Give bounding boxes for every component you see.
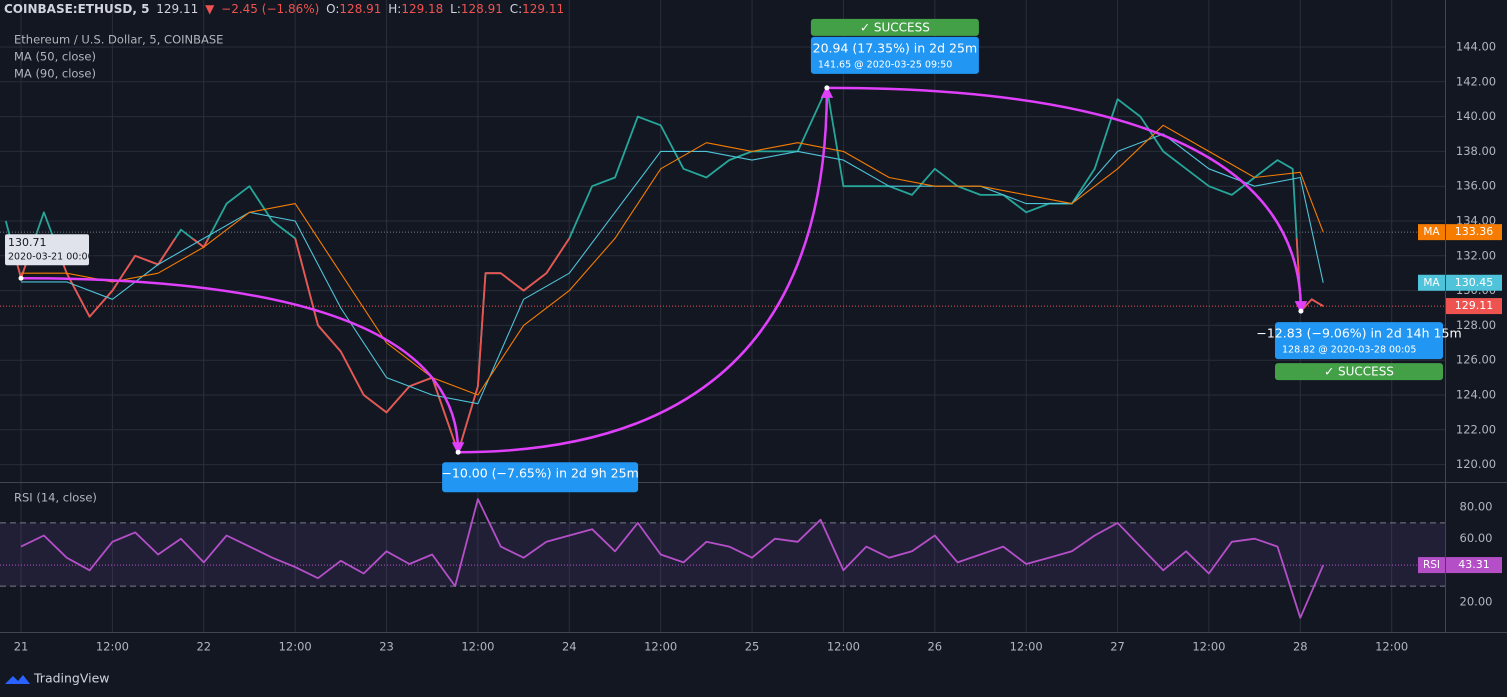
measure-point — [824, 85, 830, 91]
legend-ma50: MA (50, close) — [14, 50, 96, 64]
y-tick-label: 138.00 — [1456, 144, 1496, 158]
y-tick-label: 140.00 — [1456, 109, 1496, 123]
series-line — [21, 133, 1324, 405]
y-tick-label: 122.00 — [1456, 422, 1496, 436]
y-tick-label: 80.00 — [1460, 500, 1493, 514]
status-text: ✓ SUCCESS — [1324, 365, 1394, 379]
tradingview-logo: TradingView — [5, 671, 110, 686]
measure-detail: 128.82 @ 2020-03-28 00:05 — [1282, 345, 1416, 356]
measure-arrow — [21, 276, 465, 455]
high-label: H: — [388, 2, 401, 16]
x-tick-label: 24 — [562, 640, 577, 654]
axis-tag-name: MA — [1423, 277, 1440, 289]
start-label-bg — [5, 234, 90, 266]
measure-text: −12.83 (−9.06%) in 2d 14h 15m — [1256, 326, 1461, 341]
y-tick-label: 124.00 — [1456, 387, 1496, 401]
series-line — [20, 498, 1325, 619]
x-tick-label: 12:00 — [644, 640, 677, 654]
y-tick-label: 134.00 — [1456, 213, 1496, 227]
measure-arrow — [826, 86, 1308, 314]
y-tick-label: 144.00 — [1456, 39, 1496, 53]
measure-point — [18, 275, 24, 281]
axis-tag-bg — [1446, 274, 1502, 291]
y-tick-label: 20.00 — [1460, 594, 1493, 608]
y-tick-label: 126.00 — [1456, 353, 1496, 367]
symbol: COINBASE:ETHUSD, 5 — [4, 2, 149, 16]
axis-tag-value: 130.45 — [1455, 276, 1494, 289]
change: −2.45 (−1.86%) — [221, 2, 319, 16]
measure-text: −10.00 (−7.65%) in 2d 9h 25m — [441, 466, 638, 481]
series-line — [4, 87, 1324, 454]
measure-point — [1298, 308, 1304, 314]
measure-box — [810, 36, 979, 74]
x-tick-label: 21 — [14, 640, 29, 654]
y-tick-label: 128.00 — [1456, 318, 1496, 332]
close: 129.11 — [522, 2, 564, 16]
open: 128.91 — [339, 2, 381, 16]
x-tick-label: 12:00 — [1375, 640, 1408, 654]
axis-tag-name: RSI — [1423, 559, 1440, 571]
x-tick-label: 28 — [1293, 640, 1308, 654]
axis-tag-value: 43.31 — [1458, 558, 1490, 571]
x-tick-label: 25 — [745, 640, 760, 654]
axis-tag-name-bg — [1418, 557, 1445, 574]
close-label: C: — [510, 2, 522, 16]
change-arrow: ▼ — [205, 2, 215, 16]
y-tick-label: 120.00 — [1456, 457, 1496, 471]
series-line — [21, 124, 1324, 396]
x-tick-label: 23 — [379, 640, 394, 654]
brand: TradingView — [33, 671, 110, 686]
last-price: 129.11 — [156, 2, 198, 16]
status-badge — [1275, 363, 1443, 381]
status-badge — [810, 18, 979, 36]
low-label: L: — [450, 2, 461, 16]
measure-arrow — [458, 85, 834, 454]
x-tick-label: 12:00 — [96, 640, 129, 654]
status-text: ✓ SUCCESS — [860, 20, 930, 34]
axis-tag-bg — [1446, 224, 1502, 241]
x-tick-label: 12:00 — [1192, 640, 1225, 654]
x-tick-label: 12:00 — [1010, 640, 1043, 654]
measure-box — [442, 462, 639, 493]
measure-text: 20.94 (17.35%) in 2d 25m — [813, 40, 977, 55]
x-tick-label: 12:00 — [279, 640, 312, 654]
rsi-band — [0, 522, 1445, 587]
y-tick-label: 142.00 — [1456, 74, 1496, 88]
open-label: O: — [326, 2, 339, 16]
measure-point — [455, 449, 461, 455]
axis-tag-value: 129.11 — [1455, 299, 1494, 312]
start-label-price: 130.71 — [8, 236, 47, 249]
header: COINBASE:ETHUSD, 5 129.11 ▼ −2.45 (−1.86… — [4, 2, 564, 16]
start-label-date: 2020-03-21 00:00 — [8, 252, 94, 263]
rsi-title: RSI (14, close) — [14, 491, 97, 505]
high: 129.18 — [401, 2, 443, 16]
x-tick-label: 27 — [1110, 640, 1125, 654]
legend-main: Ethereum / U.S. Dollar, 5, COINBASE — [14, 33, 223, 47]
low: 128.91 — [461, 2, 503, 16]
axis-tag-value: 133.36 — [1455, 225, 1494, 238]
y-tick-label: 60.00 — [1460, 531, 1493, 545]
axis-tag-name: MA — [1423, 226, 1440, 238]
measure-detail: 141.65 @ 2020-03-25 09:50 — [818, 59, 952, 70]
axis-tag-bg — [1446, 298, 1502, 315]
x-tick-label: 12:00 — [827, 640, 860, 654]
x-tick-label: 22 — [196, 640, 211, 654]
measure-box — [1275, 322, 1443, 360]
axis-tag-bg — [1446, 557, 1502, 574]
logo-icon — [5, 675, 30, 684]
x-tick-label: 12:00 — [461, 640, 494, 654]
y-tick-label: 136.00 — [1456, 179, 1496, 193]
x-tick-label: 26 — [927, 640, 942, 654]
axis-tag-name-bg — [1418, 274, 1445, 291]
legend-ma90: MA (90, close) — [14, 67, 96, 81]
y-tick-label: 132.00 — [1456, 248, 1496, 262]
axis-tag-name-bg — [1418, 224, 1445, 241]
